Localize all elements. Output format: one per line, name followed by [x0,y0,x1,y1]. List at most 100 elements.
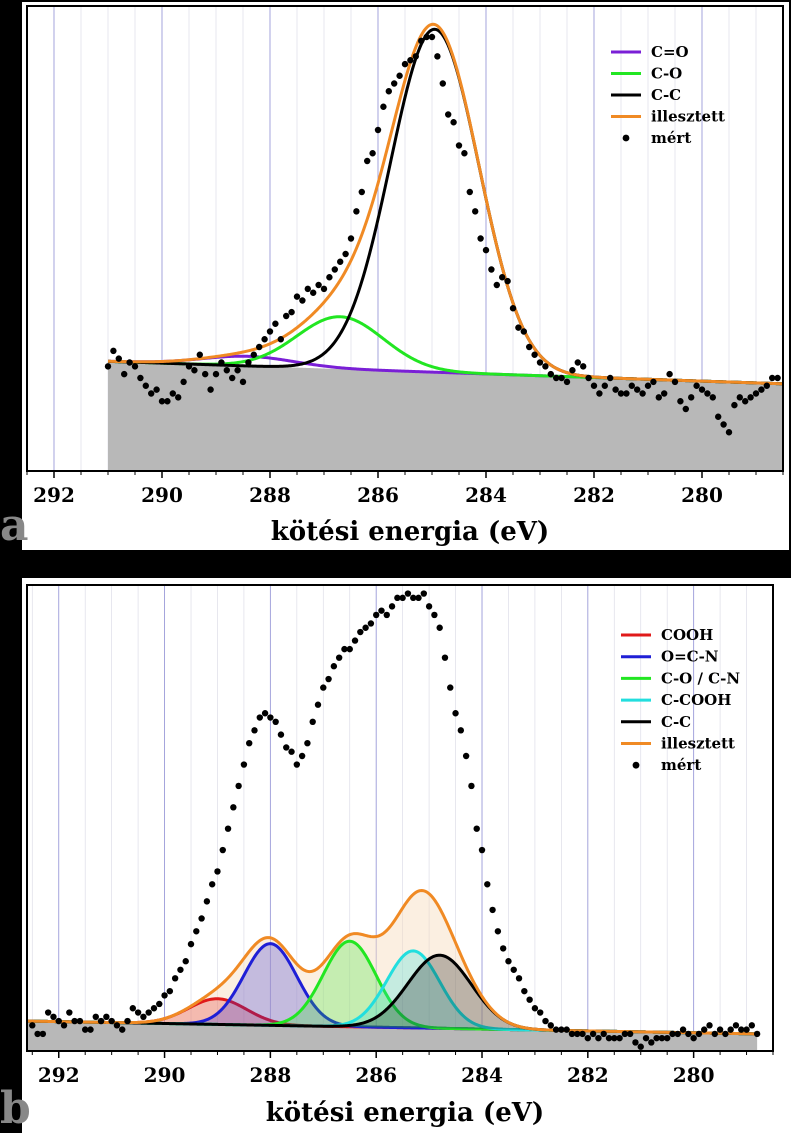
measured-point [478,846,486,854]
measured-point [175,394,182,401]
measured-point [642,1034,650,1042]
measured-point [655,394,662,401]
measured-point [326,274,333,281]
measured-point [374,126,382,134]
chart-a-svg: 292 290 288 286 284 282 280 kötési energia (eV)… [0,2,789,551]
measured-point [87,1026,94,1033]
measured-point [50,1013,57,1020]
measured-point [425,603,433,610]
measured-point [709,394,716,401]
measured-point [251,727,258,734]
measured-point [119,1026,126,1033]
measured-point [235,782,242,790]
measured-point [563,1026,570,1033]
measured-point [434,53,441,60]
measured-point [288,308,295,316]
x-tick-label: 280 [681,483,723,507]
measured-point [378,607,385,614]
measured-point [153,386,160,393]
measured-point [171,975,179,982]
chart-panel-b: 292 290 288 286 284 282 280 kötési energia (eV)… [0,578,791,1133]
measured-point [431,611,438,619]
measured-point [455,142,463,149]
measured-point [693,382,700,389]
x-tick-label: 286 [355,1063,397,1087]
legend-label: COOH [661,626,713,644]
measured-point [704,390,711,397]
measured-point [677,398,684,405]
measured-point [711,1030,718,1038]
measured-point [104,363,112,370]
measured-point [299,297,306,304]
measured-point [362,624,369,631]
measured-point [351,637,359,644]
fit-curve [107,22,784,386]
measured-point [272,320,279,327]
measured-point [601,382,608,389]
measured-point [669,1030,676,1038]
x-tick-label: 290 [144,1063,186,1087]
measured-point [521,987,528,995]
measured-point [526,343,533,351]
measured-point [224,825,232,832]
x-tick-label: 284 [465,483,507,507]
measured-point [690,1034,697,1042]
measured-point [617,390,625,397]
measured-point [695,1030,703,1038]
legend-label: C-O [651,65,682,83]
measured-point [391,80,398,87]
measured-point [753,1030,761,1038]
measured-point [736,394,743,401]
measured-point [579,1030,586,1038]
measured-point [372,611,380,619]
measured-point [150,1005,158,1012]
measured-point [473,825,480,832]
measured-point [34,1030,41,1038]
measured-point [650,378,657,386]
measured-point [380,103,387,110]
measured-point [612,386,619,393]
measured-point [240,761,248,768]
measured-point [137,374,144,382]
measured-point [113,1022,121,1029]
component-fill [27,950,758,1034]
measured-point [182,958,189,965]
measured-point [388,603,396,610]
measured-point [245,359,252,366]
measured-point [589,1030,597,1038]
measured-point [611,1034,618,1042]
measured-point [383,611,390,619]
measured-point [385,88,392,95]
measured-point [191,367,198,374]
measured-point [423,33,430,41]
measured-point [325,675,332,683]
measured-point [688,394,695,401]
measured-point [447,684,454,691]
measured-point [283,312,290,320]
measured-point [298,752,306,760]
legend-label: C-COOH [661,691,731,709]
measured-point [358,188,365,196]
measured-point [404,590,412,597]
measured-point [747,394,754,401]
measured-point [261,336,268,343]
x-axis-title: kötési energia (eV) [271,517,549,547]
measured-point [725,429,733,436]
x-tick-label: 292 [33,483,75,507]
measured-point [732,1022,740,1029]
measured-point [436,624,443,631]
legend-swatch [632,761,640,769]
measured-point [399,594,406,602]
x-tick-label: 280 [673,1063,715,1087]
measured-point [639,390,646,397]
measured-point [493,281,500,289]
measured-point [55,1017,62,1025]
measured-point [142,382,149,389]
measured-point [462,752,470,760]
measured-point [623,390,630,397]
measured-point [207,386,214,393]
measured-point [553,374,560,382]
measured-point [103,1013,110,1020]
measured-point [531,1005,539,1012]
measured-point [401,60,409,68]
